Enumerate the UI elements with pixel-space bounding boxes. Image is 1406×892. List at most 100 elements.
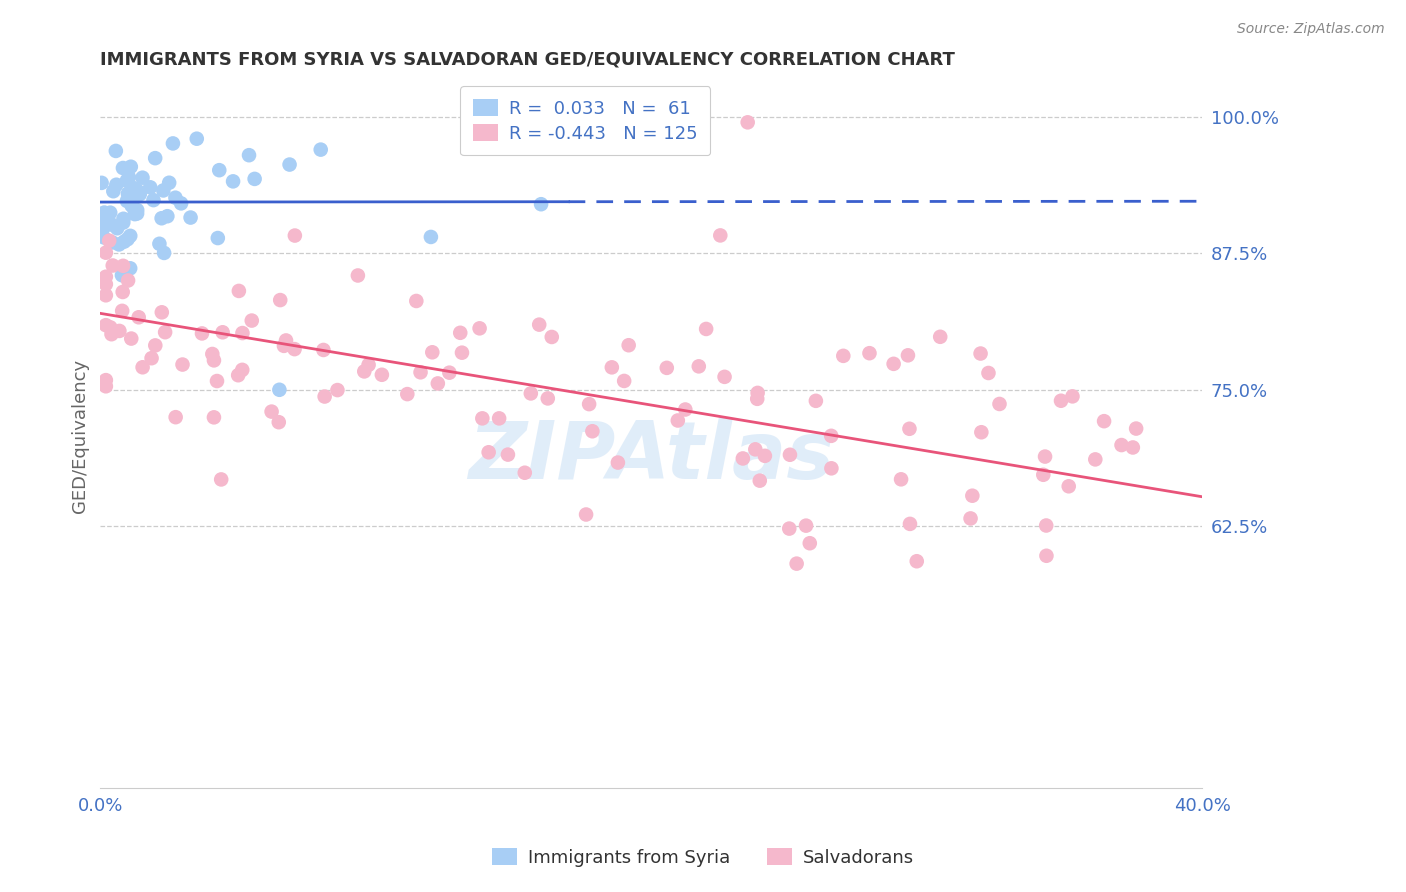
Point [141,351,163,366]
Point [754,449,776,463]
Point [122,181,145,195]
Point [439,366,461,380]
Point [530,197,553,211]
Point [112,259,135,273]
Point [211,326,233,340]
Point [513,466,536,480]
Legend: R =  0.033   N =  61, R = -0.443   N = 125: R = 0.033 N = 61, R = -0.443 N = 125 [460,87,710,155]
Point [115,194,138,208]
Point [988,397,1011,411]
Point [1111,438,1133,452]
Point [540,330,562,344]
Text: Source: ZipAtlas.com: Source: ZipAtlas.com [1237,22,1385,37]
Point [786,557,808,571]
Point [617,338,640,352]
Point [152,184,174,198]
Point [142,193,165,207]
Point [111,161,134,175]
Point [747,385,769,400]
Point [666,413,689,427]
Point [94,379,117,393]
Point [314,390,336,404]
Point [112,215,135,229]
Point [898,516,921,531]
Point [125,183,148,197]
Point [748,474,770,488]
Point [153,246,176,260]
Point [172,358,194,372]
Point [371,368,394,382]
Point [606,456,628,470]
Point [468,321,491,335]
Point [128,187,150,202]
Point [209,472,232,486]
Point [747,392,769,406]
Text: IMMIGRANTS FROM SYRIA VS SALVADORAN GED/EQUIVALENCY CORRELATION CHART: IMMIGRANTS FROM SYRIA VS SALVADORAN GED/… [100,51,955,69]
Point [240,313,263,327]
Point [269,293,291,307]
Point [93,205,115,219]
Point [94,277,117,292]
Point [117,232,139,246]
Point [150,305,173,319]
Point [962,489,984,503]
Point [111,303,134,318]
Point [309,143,332,157]
Point [222,174,245,188]
Point [105,221,128,235]
Point [688,359,710,374]
Point [312,343,335,357]
Point [269,383,291,397]
Point [128,310,150,325]
Point [409,365,432,379]
Point [243,172,266,186]
Point [778,522,800,536]
Point [238,148,260,162]
Point [496,448,519,462]
Point [191,326,214,341]
Point [858,346,880,360]
Point [970,425,993,440]
Point [94,269,117,284]
Point [347,268,370,283]
Text: ZIPAtlas: ZIPAtlas [468,418,834,496]
Point [139,180,162,194]
Point [613,374,636,388]
Point [143,151,166,165]
Point [100,218,122,232]
Point [883,357,905,371]
Point [157,176,180,190]
Point [100,327,122,342]
Point [1050,393,1073,408]
Point [115,174,138,188]
Point [120,332,142,346]
Point [162,136,184,151]
Point [283,342,305,356]
Point [94,219,117,233]
Point [898,422,921,436]
Point [529,318,551,332]
Point [143,338,166,352]
Point [205,374,228,388]
Point [959,511,981,525]
Point [520,386,543,401]
Point [121,189,143,203]
Point [655,360,678,375]
Point [709,228,731,243]
Y-axis label: GED/Equivalency: GED/Equivalency [72,359,89,513]
Point [426,376,449,391]
Point [153,325,176,339]
Point [108,324,131,338]
Point [131,170,153,185]
Point [201,347,224,361]
Point [405,293,427,308]
Point [148,236,170,251]
Point [273,339,295,353]
Point [1032,467,1054,482]
Point [731,451,754,466]
Point [905,554,928,568]
Point [969,346,991,360]
Point [208,163,231,178]
Point [578,397,600,411]
Point [744,442,766,457]
